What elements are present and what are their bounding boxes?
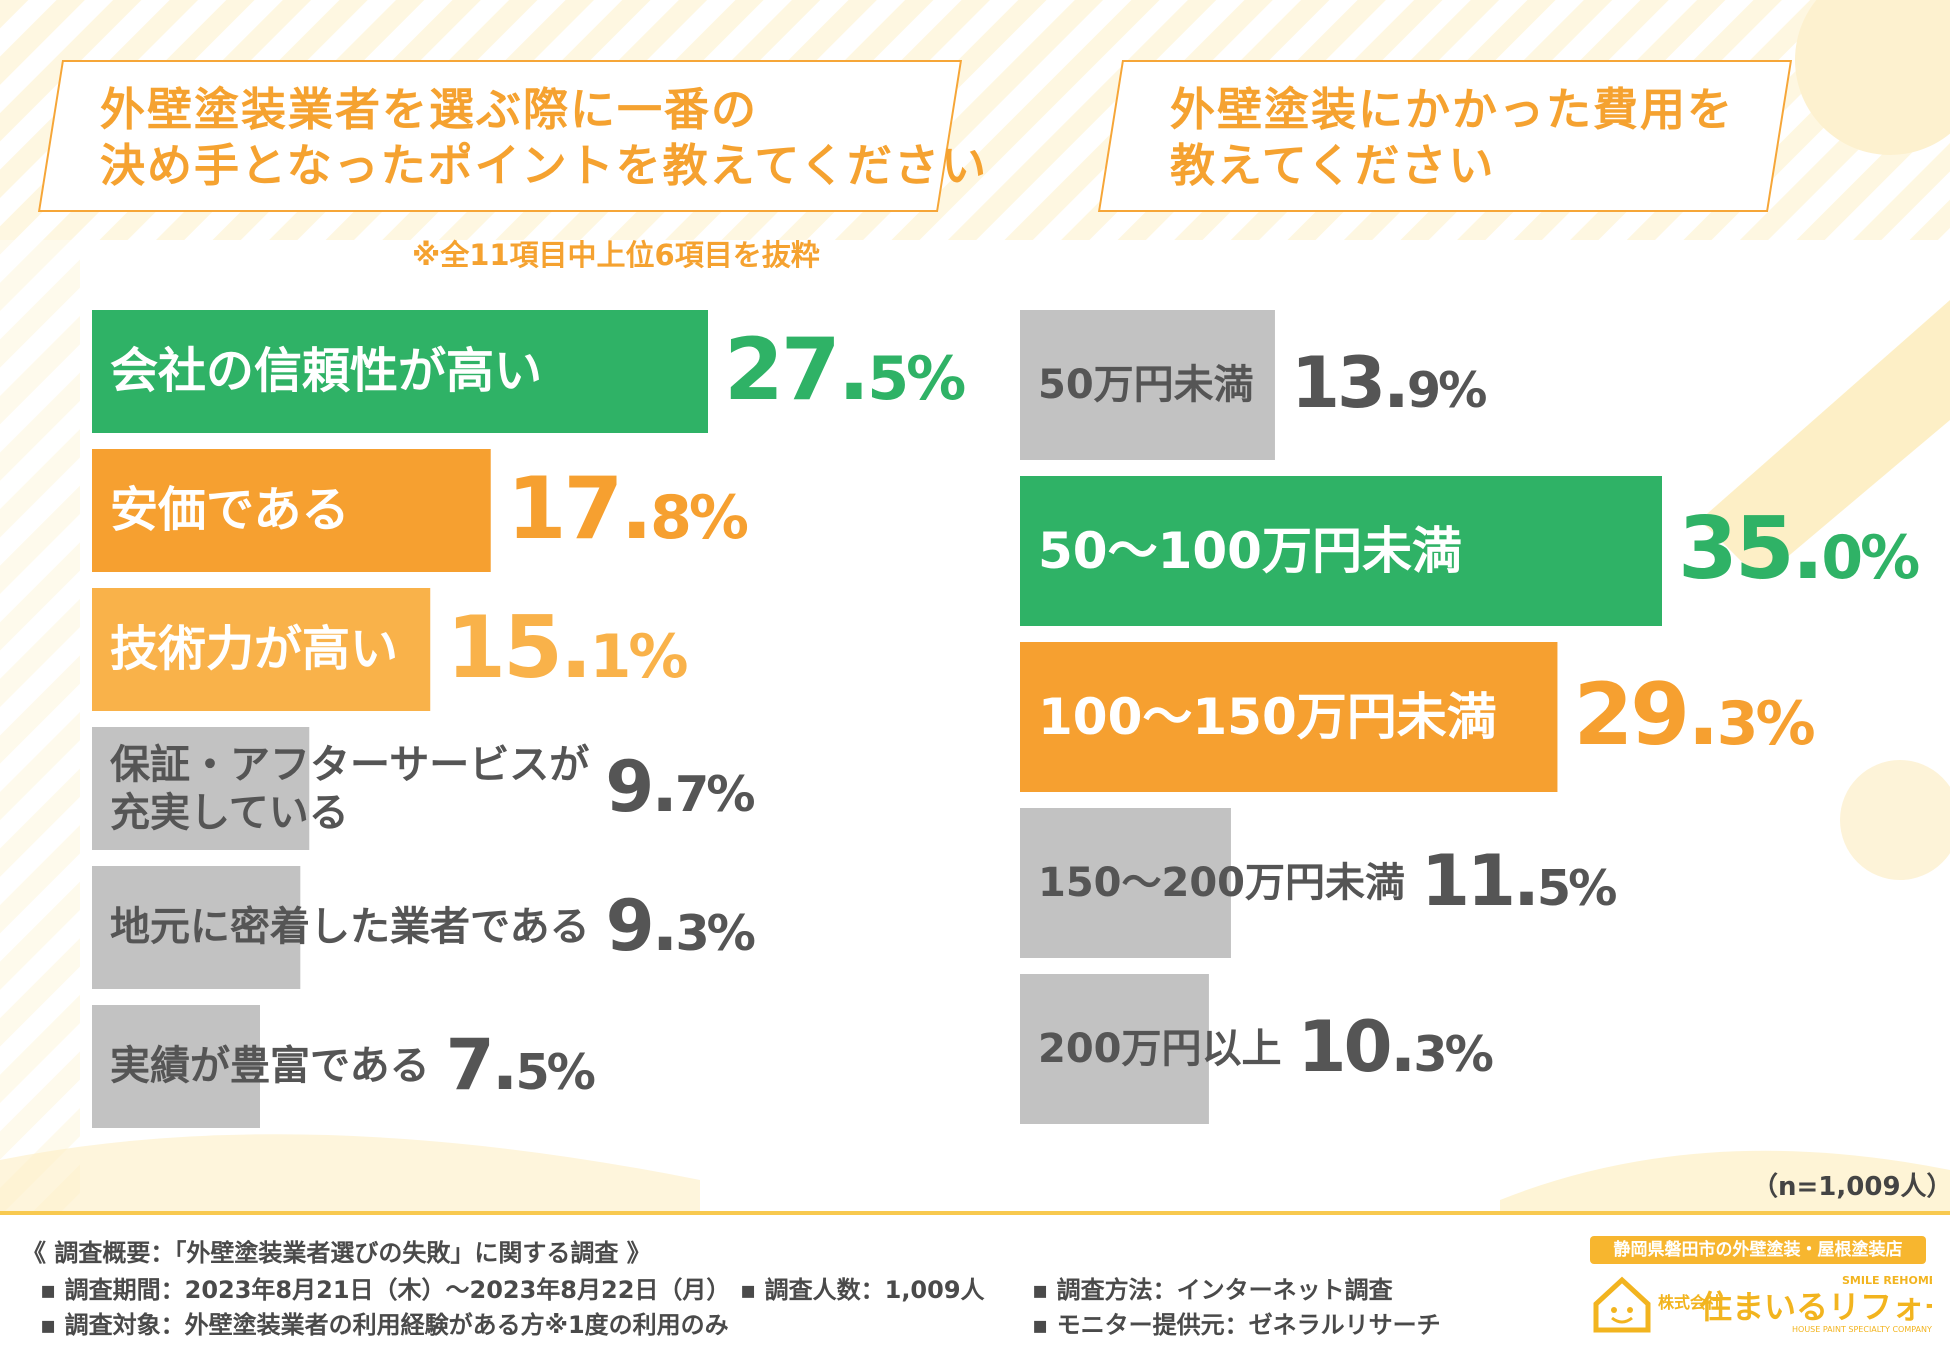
logo-company-type: 株式会社 [1658,1293,1722,1312]
survey-provider: ▪ モニター提供元：ゼネラルリサーチ [1032,1311,1441,1339]
painting-cost-chart: 50万円未満 13.9% 50〜100万円未満 35.0% 100〜150万円未満 29.… [1020,310,1920,1130]
bar-value-0: 13.9% [1290,342,1487,425]
right-title-line2: 教えてください [1170,139,1496,192]
right-title-line1: 外壁塗装にかかった費用を [1170,83,1735,136]
value-dec: 1% [589,621,689,692]
logo-banner: 静岡県磐田市の外壁塗装・屋根塗装店 [1590,1236,1926,1264]
bar-label-line: 地元に密着した業者である [110,904,590,950]
value-int: 35. [1678,499,1824,599]
bar-2 [1020,642,1558,792]
logo-tagline: HOUSE PAINT SPECIALTY COMPANY [1792,1325,1932,1334]
bar-label-4: 200万円以上 [1038,974,1282,1124]
value-int: 11. [1421,840,1540,923]
bar-label-line: 実績が豊富である [110,1043,430,1089]
bar-label-line: 技術力が高い [110,621,399,677]
bar-label-2: 技術力が高い [110,588,398,711]
bar-label-2: 100〜150万円未満 [1038,642,1497,792]
bar-label-line: 100〜150万円未満 [1038,688,1497,746]
right-title: 外壁塗装にかかった費用を 教えてください [1170,82,1734,194]
bar-value-1: 17.8% [506,458,749,559]
bar-label-line: 200万円以上 [1038,1026,1282,1072]
value-dec: 3% [1716,689,1816,759]
left-title-line1: 外壁塗装業者を選ぶ際に一番の [100,83,759,136]
bar-label-line: 50万円未満 [1038,362,1254,408]
value-dec: 9% [1406,361,1487,420]
bar-label-line: 会社の信頼性が高い [110,343,543,399]
bar-label-1: 安価である [110,449,350,572]
value-int: 9. [605,745,678,828]
survey-title: 《 調査概要：「外壁塗装業者選びの失敗」に関する調査 》 [22,1239,651,1267]
bar-1 [92,449,491,572]
left-note: ※全11項目中上位6項目を抜粋 [412,238,820,272]
bar-value-3: 11.5% [1421,840,1617,923]
bar-label-0: 会社の信頼性が高い [110,310,542,433]
house-icon [1593,1276,1651,1333]
company-logo: 株式会社 住まいるリフォーム SMILE REHOME HOUSE PAINT … [1593,1274,1932,1334]
logo-english: SMILE REHOME [1842,1274,1932,1287]
value-int: 7. [445,1023,519,1106]
bar-label-line: 150〜200万円未満 [1038,860,1405,906]
bar-label-line: 保証・アフターサービスが [110,741,590,788]
bar-value-4: 10.3% [1297,1006,1494,1089]
bar-label-4: 地元に密着した業者である [110,866,590,989]
value-int: 29. [1573,665,1719,765]
bar-value-4: 9.3% [605,884,756,967]
left-title: 外壁塗装業者を選ぶ際に一番の 決め手となったポイントを教えてください [100,82,988,194]
bar-4 [92,866,301,989]
value-dec: 7% [675,764,755,823]
survey-target: ▪ 調査対象：外壁塗装業者の利用経験がある方※1度の利用のみ [40,1311,729,1339]
value-int: 9. [605,884,679,967]
bar-4 [1020,974,1209,1124]
survey-period: ▪ 調査期間：2023年8月21日（木）〜2023年8月22日（月） [40,1276,731,1304]
value-dec: 3% [1413,1025,1493,1084]
bar-value-2: 15.1% [446,597,689,698]
value-int: 15. [446,597,592,698]
bar-label-line: 50〜100万円未満 [1038,522,1462,580]
chart-right-bars [1020,310,1662,1124]
value-int: 27. [724,319,870,420]
bar-label-line: 安価である [110,482,350,538]
bar-value-5: 7.5% [445,1023,596,1106]
value-dec: 5% [515,1042,595,1101]
bar-value-0: 27.5% [724,319,966,420]
decision-factor-chart: 会社の信頼性が高い 27.5% 安価である 17.8% 技術力が高い 15.1% 保証・アフ… [92,310,966,1130]
value-dec: 0% [1821,523,1920,593]
survey-count: ▪ 調査人数：1,009人 [740,1276,985,1304]
bar-value-1: 35.0% [1678,499,1920,599]
value-dec: 5% [867,343,966,414]
bar-3 [92,727,310,850]
value-dec: 5% [1536,859,1617,918]
bar-value-2: 29.3% [1573,665,1816,765]
bar-label-1: 50〜100万円未満 [1038,476,1462,626]
bar-0 [92,310,708,433]
bar-1 [1020,476,1662,626]
survey-method: ▪ 調査方法：インターネット調査 [1032,1276,1393,1304]
bar-label-3: 保証・アフターサービスが 充実している [110,741,589,837]
bar-value-3: 9.7% [605,745,755,828]
sample-size: （n=1,009人） [1752,1172,1950,1202]
value-dec: 3% [675,903,755,962]
value-int: 17. [506,458,653,559]
value-int: 13. [1290,342,1410,425]
bar-0 [1020,310,1275,460]
value-int: 10. [1297,1006,1417,1089]
bar-label-3: 150〜200万円未満 [1038,808,1405,958]
value-dec: 8% [650,482,749,553]
logo-name: 住まいるリフォーム [1700,1288,1932,1326]
chart-left-bars [92,310,708,1128]
bar-label-5: 実績が豊富である [110,1005,430,1128]
bar-label-line: 充実している [110,789,349,836]
bar-3 [1020,808,1231,958]
bar-label-0: 50万円未満 [1038,310,1254,460]
bar-5 [92,1005,260,1128]
bar-2 [92,588,431,711]
left-title-line2: 決め手となったポイントを教えてください [100,139,989,192]
